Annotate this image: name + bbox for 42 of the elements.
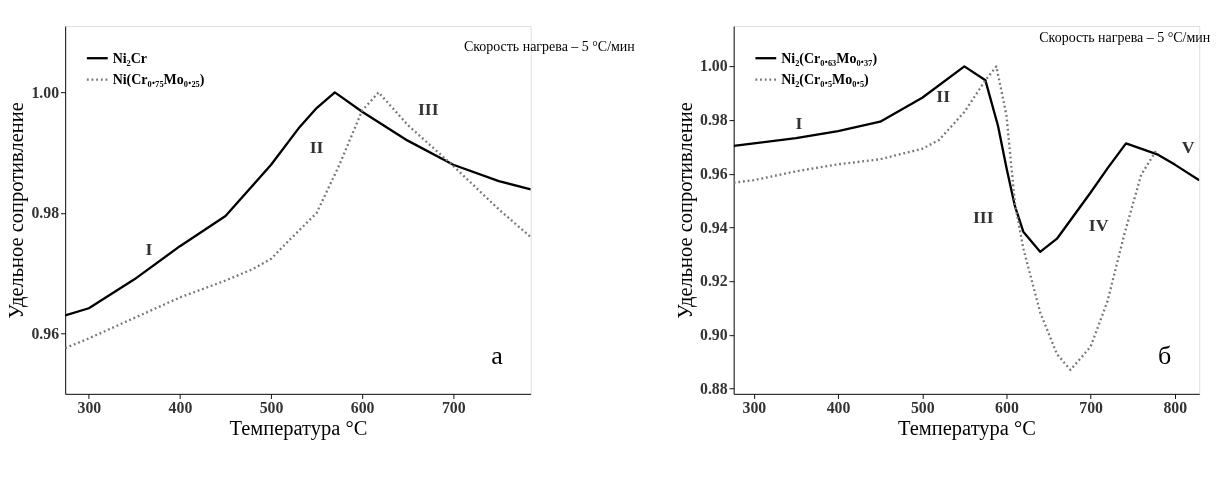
- y-tick-label: 0.96: [699, 164, 728, 182]
- annotation: III: [972, 206, 994, 227]
- y-tick-label: 0.98: [699, 111, 728, 129]
- legend-label: Ni(Cr₀.₇₅Mo₀.₂₅): [112, 72, 205, 89]
- y-axis-title: Удельное сопротивление: [673, 102, 697, 319]
- y-axis-title: Удельное сопротивление: [5, 102, 29, 319]
- annotation: Скорость нагрева – 5 °C/мин: [463, 39, 636, 55]
- x-tick-label: 400: [826, 398, 851, 416]
- annotation: IV: [1088, 214, 1109, 235]
- x-axis-title: Температура °C: [229, 417, 368, 441]
- legend-label: Ni₂(Cr₀.₆₃Mo₀.₃₇): [781, 50, 878, 67]
- annotation: б: [1158, 341, 1172, 371]
- y-tick-label: 1.00: [699, 57, 728, 75]
- x-tick-label: 700: [1079, 398, 1104, 416]
- annotation: V: [1181, 136, 1195, 157]
- line-series: [733, 65, 1158, 372]
- annotation: I: [795, 113, 803, 134]
- y-tick-label: 1.00: [31, 83, 60, 101]
- x-tick-label: 500: [910, 398, 935, 416]
- y-tick-label: 0.94: [699, 218, 728, 236]
- y-tick-label: 0.90: [699, 325, 728, 343]
- x-tick-label: 400: [168, 398, 193, 416]
- y-tick-label: 0.98: [31, 204, 60, 222]
- x-tick-label: 300: [77, 398, 102, 416]
- x-axis-title: Температура °C: [898, 417, 1036, 441]
- legend-label: Ni₂(Cr₀.₅Mo₀.₅): [781, 72, 870, 89]
- x-tick-label: 300: [742, 398, 767, 416]
- x-tick-label: 500: [259, 398, 284, 416]
- annotation: II: [936, 85, 951, 106]
- annotation: а: [491, 341, 504, 371]
- y-tick-label: 0.96: [31, 324, 60, 342]
- x-tick-label: 800: [1163, 398, 1188, 416]
- y-tick-label: 0.92: [699, 272, 728, 290]
- y-tick-label: 0.88: [699, 379, 728, 397]
- x-tick-label: 600: [350, 398, 375, 416]
- legend-label: Ni₂Cr: [112, 50, 148, 66]
- x-tick-label: 600: [995, 398, 1019, 416]
- annotation: III: [417, 99, 439, 120]
- x-tick-label: 700: [441, 398, 466, 416]
- annotation: I: [145, 239, 153, 260]
- annotation: Скорость нагрева – 5 °C/мин: [1039, 29, 1211, 45]
- annotation: II: [309, 136, 324, 157]
